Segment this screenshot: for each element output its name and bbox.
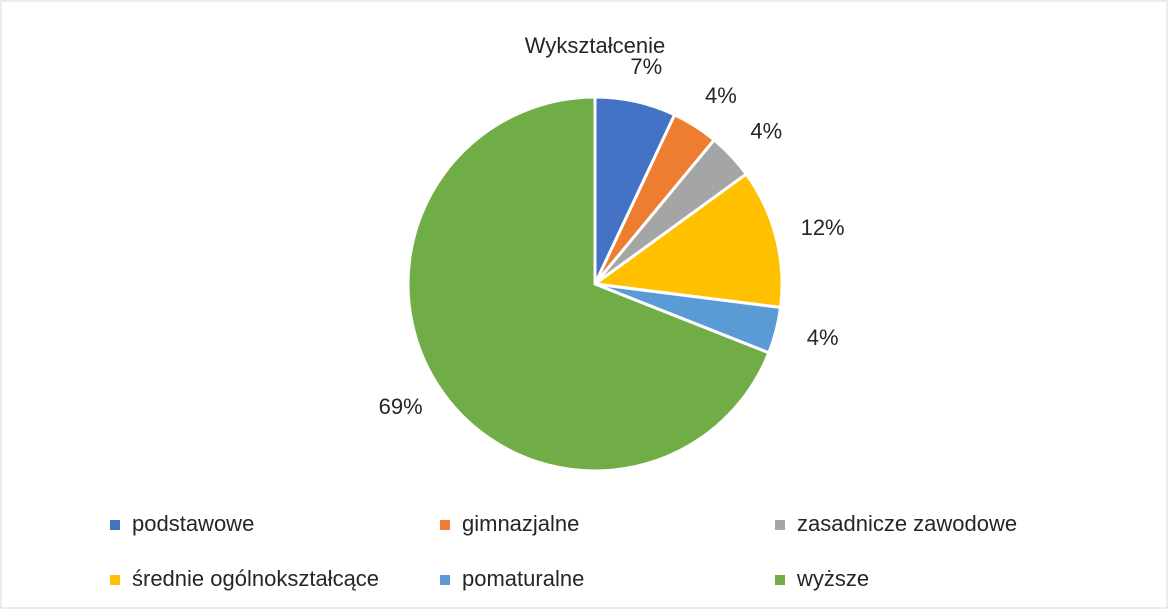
pie-slice: [591, 171, 784, 310]
legend-marker: [440, 575, 450, 585]
data-label: 4%: [750, 119, 782, 144]
chart-title: Wykształcenie: [525, 33, 665, 58]
legend-label: gimnazjalne: [462, 511, 579, 536]
legend-marker: [775, 520, 785, 530]
data-label: 4%: [705, 83, 737, 108]
legend-label: zasadnicze zawodowe: [797, 511, 1017, 536]
data-label: 7%: [630, 54, 662, 79]
legend-label: średnie ogólnokształcące: [132, 566, 379, 591]
data-label: 4%: [807, 325, 839, 350]
legend-marker: [775, 575, 785, 585]
legend-marker: [440, 520, 450, 530]
legend-label: podstawowe: [132, 511, 254, 536]
pie-slice: [406, 95, 771, 473]
legend-label: wyższe: [796, 566, 869, 591]
legend-marker: [110, 520, 120, 530]
legend-label: pomaturalne: [462, 566, 584, 591]
legend-marker: [110, 575, 120, 585]
data-label: 69%: [379, 394, 423, 419]
data-label: 12%: [801, 215, 845, 240]
